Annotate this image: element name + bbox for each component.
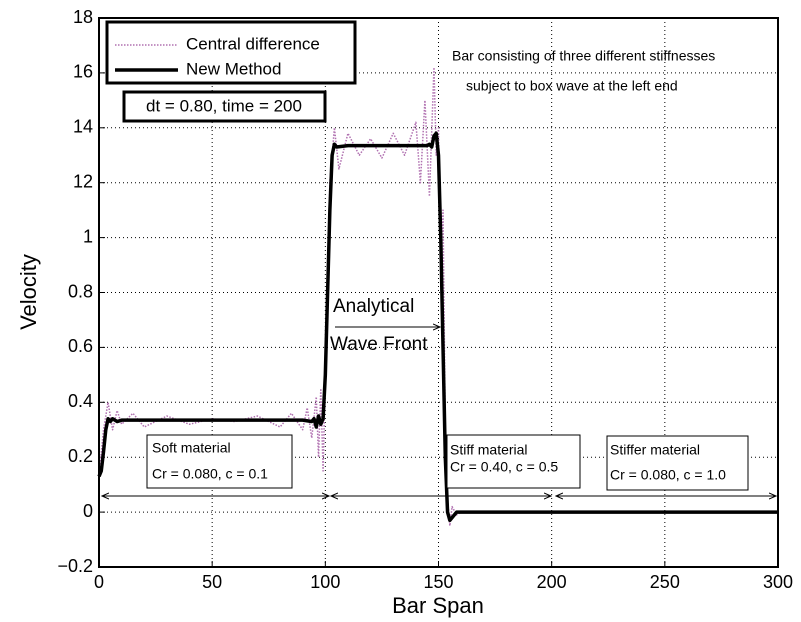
plot-frame (98, 17, 779, 568)
annotation-box (146, 434, 293, 489)
y-tick-label: 0.2 (68, 446, 93, 466)
annotation: Analytical (333, 296, 414, 317)
annotation: dt = 0.80, time = 200 (146, 96, 302, 115)
annotation: subject to box wave at the left end (466, 78, 678, 94)
y-tick-label: 16 (73, 62, 93, 82)
x-axis-label: Bar Span (392, 593, 484, 618)
annotation: Stiffer material (610, 442, 700, 458)
lines (97, 66, 778, 527)
legend-label: New Method (186, 59, 281, 78)
annotation: Wave Front (330, 334, 428, 355)
y-tick-label: 0.6 (68, 336, 93, 356)
data-line (98, 66, 778, 527)
legend-label: Central difference (186, 34, 320, 53)
x-tick-label: 200 (537, 572, 567, 592)
annotation-box (606, 435, 749, 491)
y-axis-label: Velocity (16, 254, 41, 330)
y-tick-label: 12 (73, 171, 93, 191)
y-tick-label: 0 (83, 501, 93, 521)
legend: Central difference New Method (105, 20, 357, 85)
annotation: Cr = 0.080, c = 0.1 (152, 466, 268, 482)
annotation: Bar consisting of three different stiffn… (452, 48, 715, 64)
x-tick-label: 0 (94, 572, 104, 592)
y-tick-label: 1 (83, 226, 93, 246)
y-tick-label: 14 (73, 117, 93, 137)
legend-box (105, 20, 357, 85)
annotation-box (122, 90, 327, 123)
y-tick-label: 0.4 (68, 391, 93, 411)
x-tick-label: 50 (202, 572, 222, 592)
y-tick-label: 0.8 (68, 281, 93, 301)
y-tick-label: 18 (73, 7, 93, 27)
annotation: Cr = 0.080, c = 1.0 (610, 467, 726, 483)
x-tick-label: 300 (763, 572, 793, 592)
annotation-box (446, 434, 581, 489)
annotations: dt = 0.80, time = 200 Bar consisting of t… (146, 48, 726, 483)
annotation: Soft material (152, 440, 231, 456)
x-tick-label: 100 (310, 572, 340, 592)
annotation: Stiff material (450, 442, 528, 458)
annotation: Cr = 0.40, c = 0.5 (450, 459, 558, 475)
data-line (97, 131, 778, 523)
x-tick-label: 150 (423, 572, 453, 592)
y-tick-label: −0.2 (57, 556, 93, 576)
x-tick-label: 250 (650, 572, 680, 592)
